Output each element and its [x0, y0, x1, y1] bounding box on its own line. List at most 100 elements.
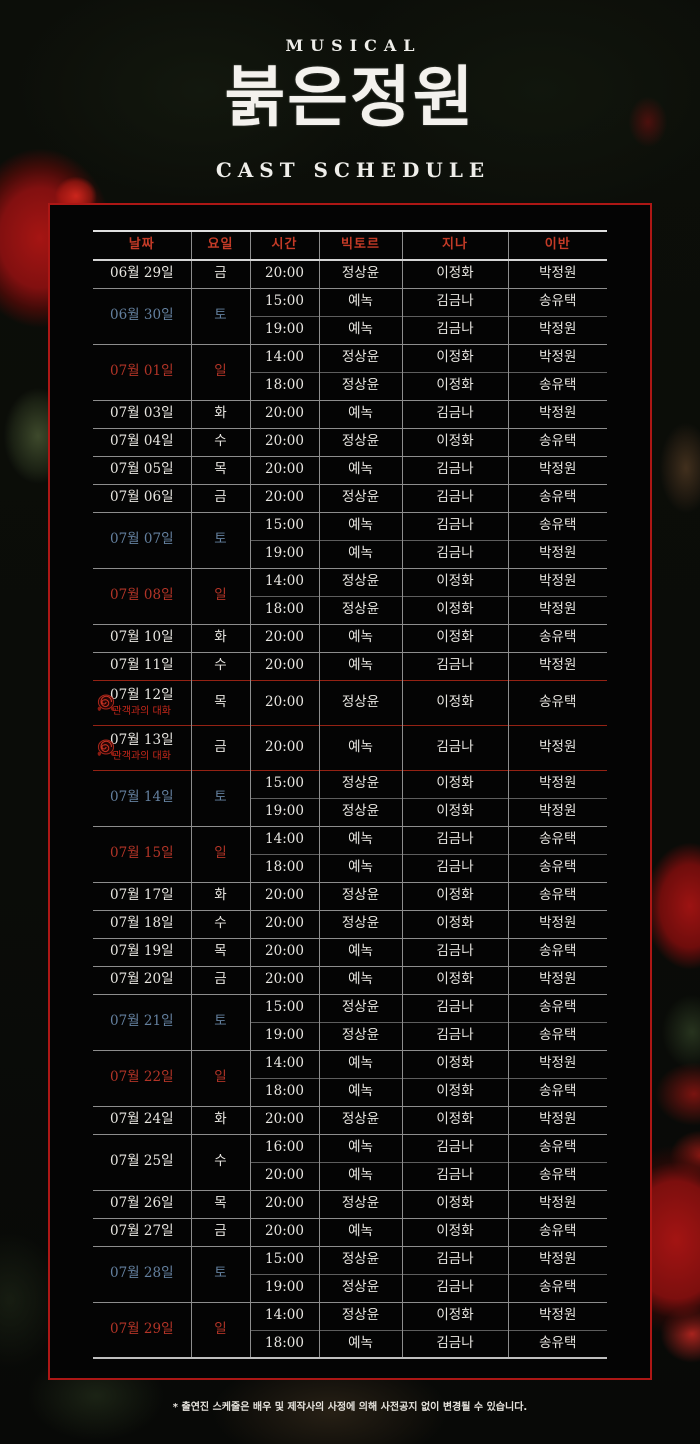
schedule-row: 07월 15일 일 14:00 예녹 김금나 송유택: [93, 825, 607, 882]
schedule-row: 07월 21일 토 15:00 정상윤 김금나 송유택: [93, 993, 607, 1050]
day-cell: 금: [191, 483, 251, 512]
date-cell: 07월 20일: [93, 965, 192, 994]
date-cell: 07월 27일: [93, 1217, 192, 1246]
viktor-cast-cell: 정상윤: [319, 259, 403, 288]
date-cell: 07월 26일: [93, 1189, 192, 1218]
ivan-cast-cell: 박정원: [508, 1245, 607, 1274]
date-cell: 07월 05일: [93, 455, 192, 484]
show-title: 붉은정원: [224, 58, 476, 136]
schedule-row: 19:00 정상윤 김금나 송유택: [93, 1273, 607, 1302]
zina-cast-cell: 김금나: [402, 724, 509, 770]
ivan-cast-cell: 박정원: [508, 797, 607, 826]
zina-cast-cell: 김금나: [402, 483, 509, 512]
time-cell: 18:00: [250, 1329, 320, 1358]
day-cell: 목: [191, 455, 251, 484]
viktor-cast-cell: 정상윤: [319, 993, 403, 1022]
viktor-cast-cell: 정상윤: [319, 769, 403, 798]
ivan-cast-cell: 송유택: [508, 483, 607, 512]
viktor-cast-cell: 예녹: [319, 539, 403, 568]
zina-cast-cell: 이정화: [402, 909, 509, 938]
date-label: 07월 13일: [110, 731, 174, 748]
time-cell: 19:00: [250, 797, 320, 826]
day-cell: 일: [191, 825, 251, 882]
zina-cast-cell: 이정화: [402, 1105, 509, 1134]
date-label: 07월 06일: [110, 489, 174, 506]
audience-talk-label: 관객과의 대화: [112, 705, 171, 717]
date-label: 07월 07일: [110, 531, 174, 548]
time-cell: 15:00: [250, 769, 320, 798]
time-cell: 20:00: [250, 455, 320, 484]
ivan-cast-cell: 박정원: [508, 539, 607, 568]
time-cell: 20:00: [250, 399, 320, 428]
ivan-cast-cell: 박정원: [508, 595, 607, 624]
viktor-cast-cell: 예녹: [319, 1077, 403, 1106]
time-cell: 19:00: [250, 1273, 320, 1302]
viktor-cast-cell: 예녹: [319, 511, 403, 540]
schedule-row: 07월 10일 화 20:00 예녹 이정화 송유택: [93, 623, 607, 652]
day-cell: 수: [191, 1133, 251, 1190]
date-label: 07월 28일: [110, 1265, 174, 1282]
date-label: 07월 19일: [110, 943, 174, 960]
time-cell: 20:00: [250, 1189, 320, 1218]
ivan-cast-cell: 박정원: [508, 343, 607, 372]
time-cell: 20:00: [250, 881, 320, 910]
date-cell: 07월 06일: [93, 483, 192, 512]
zina-cast-cell: 김금나: [402, 399, 509, 428]
time-cell: 14:00: [250, 567, 320, 596]
zina-cast-cell: 김금나: [402, 1133, 509, 1162]
schedule-row: 07월 26일 목 20:00 정상윤 이정화 박정원: [93, 1189, 607, 1218]
ivan-cast-cell: 박정원: [508, 259, 607, 288]
schedule-table-body: 06월 29일 금 20:00 정상윤 이정화 박정원 06월 30일 토 15:00 예녹 김금나…: [93, 259, 607, 1358]
col-header-date: 날짜: [93, 231, 192, 260]
time-cell: 15:00: [250, 511, 320, 540]
col-header-zina: 지나: [402, 231, 509, 260]
ivan-cast-cell: 송유택: [508, 287, 607, 316]
date-cell: 07월 21일: [93, 993, 192, 1050]
viktor-cast-cell: 예녹: [319, 937, 403, 966]
musical-kicker: MUSICAL: [285, 36, 422, 55]
day-cell: 금: [191, 259, 251, 288]
viktor-cast-cell: 예녹: [319, 455, 403, 484]
day-cell: 목: [191, 937, 251, 966]
rose-icon: [97, 739, 115, 756]
ivan-cast-cell: 송유택: [508, 1161, 607, 1190]
schedule-row: 18:00 예녹 김금나 송유택: [93, 853, 607, 882]
day-cell: 일: [191, 343, 251, 400]
ivan-cast-cell: 송유택: [508, 993, 607, 1022]
schedule-row: 19:00 정상윤 김금나 송유택: [93, 1021, 607, 1050]
date-label: 06월 29일: [110, 265, 174, 282]
time-cell: 19:00: [250, 315, 320, 344]
schedule-row: 07월 25일 수 16:00 예녹 김금나 송유택: [93, 1133, 607, 1190]
cast-schedule-table: 날짜 요일 시간 빅토르 지나 이반 06월 29일 금 20:00 정상윤 이정화 박정…: [93, 230, 607, 1359]
time-cell: 20:00: [250, 909, 320, 938]
time-cell: 19:00: [250, 1021, 320, 1050]
zina-cast-cell: 이정화: [402, 1049, 509, 1078]
schedule-row: 07월 29일 일 14:00 정상윤 이정화 박정원: [93, 1301, 607, 1358]
ivan-cast-cell: 송유택: [508, 1077, 607, 1106]
col-header-time: 시간: [250, 231, 320, 260]
audience-talk-label: 관객과의 대화: [112, 750, 171, 762]
date-label: 07월 22일: [110, 1069, 174, 1086]
time-cell: 19:00: [250, 539, 320, 568]
day-cell: 수: [191, 651, 251, 680]
time-cell: 14:00: [250, 343, 320, 372]
schedule-row: 07월 04일 수 20:00 정상윤 이정화 송유택: [93, 427, 607, 456]
date-cell: 07월 18일: [93, 909, 192, 938]
date-cell: 07월 28일: [93, 1245, 192, 1302]
date-label: 07월 10일: [110, 629, 174, 646]
date-cell: 07월 11일: [93, 651, 192, 680]
ivan-cast-cell: 박정원: [508, 724, 607, 770]
day-cell: 수: [191, 427, 251, 456]
time-cell: 18:00: [250, 595, 320, 624]
schedule-row: 07월 20일 금 20:00 예녹 이정화 박정원: [93, 965, 607, 994]
zina-cast-cell: 김금나: [402, 1245, 509, 1274]
time-cell: 20:00: [250, 1161, 320, 1190]
zina-cast-cell: 김금나: [402, 651, 509, 680]
date-label: 07월 18일: [110, 915, 174, 932]
zina-cast-cell: 김금나: [402, 853, 509, 882]
time-cell: 20:00: [250, 679, 320, 725]
date-label: 07월 26일: [110, 1195, 174, 1212]
ivan-cast-cell: 박정원: [508, 1301, 607, 1330]
viktor-cast-cell: 정상윤: [319, 1189, 403, 1218]
